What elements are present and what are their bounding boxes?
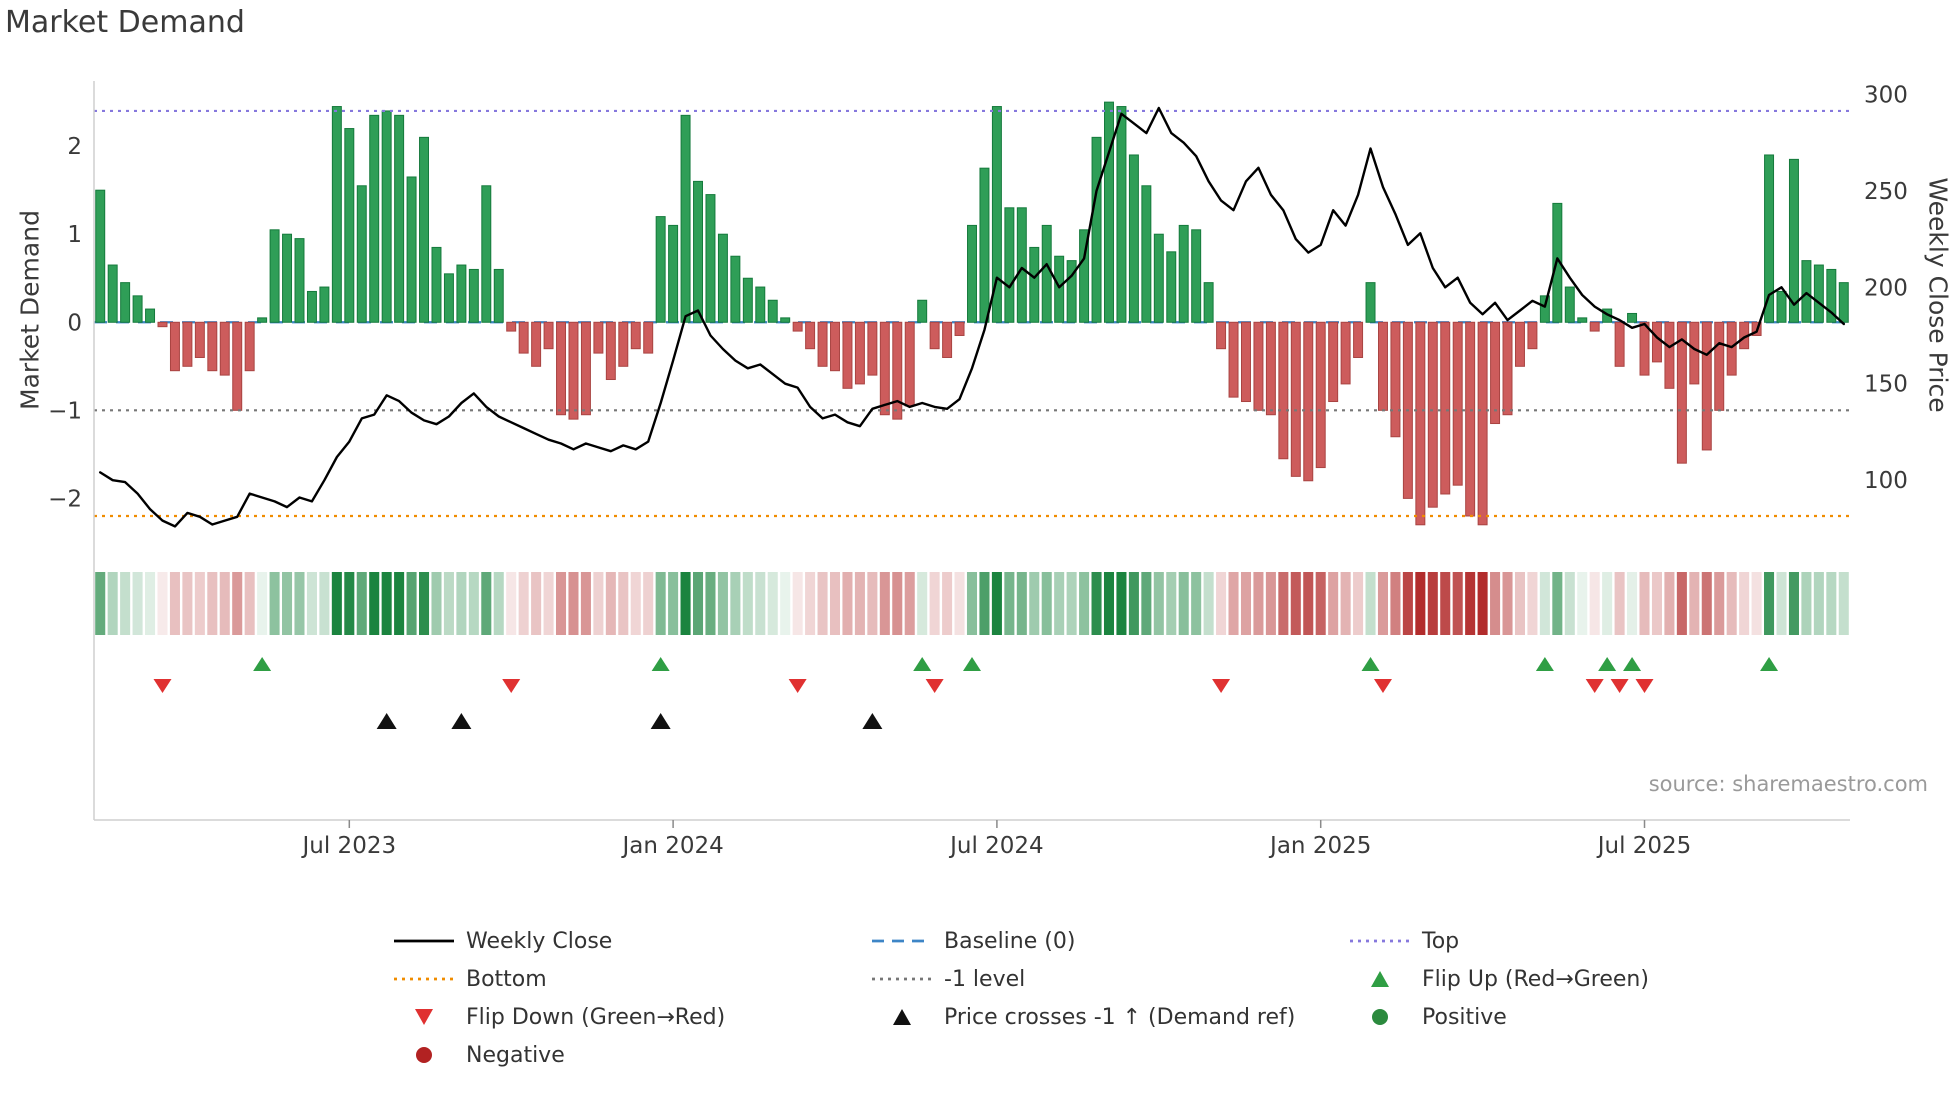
legend-item-negative: Negative [392, 1040, 870, 1070]
tri-up-green-icon [1371, 971, 1389, 987]
legend-item-baseline-0: Baseline (0) [870, 926, 1348, 956]
legend-item-top: Top [1348, 926, 1826, 956]
legend-label: Flip Down (Green→Red) [466, 1004, 726, 1030]
legend-item-bottom: Bottom [392, 964, 870, 994]
dot-darkred-icon [416, 1047, 432, 1063]
x-tick-label: Jul 2023 [301, 833, 397, 859]
right-tick-label: 100 [1864, 468, 1908, 494]
axes: Jul 2023 Jan 2024 Jul 2024 Jan 2025 Jul 2025… [48, 81, 1908, 859]
flip-up-markers [253, 657, 1779, 671]
legend-label: Price crosses -1 ↑ (Demand ref) [944, 1004, 1296, 1030]
legend-label: Bottom [466, 966, 547, 992]
tri-up-black-icon [893, 1009, 911, 1025]
tri-down-red-icon [415, 1009, 433, 1025]
legend-label: Baseline (0) [944, 928, 1076, 954]
chart-title: Market Demand [5, 5, 245, 40]
right-tick-label: 300 [1864, 82, 1908, 108]
legend-label: -1 level [944, 966, 1026, 992]
legend-column-3: Top Flip Up (Red→Green) Positive [1348, 926, 1826, 1078]
demand-bars [95, 101, 1849, 526]
x-tick-label: Jan 2025 [1268, 833, 1371, 859]
legend-label: Positive [1422, 1004, 1507, 1030]
price-cross-markers [376, 713, 883, 729]
market-demand-chart: Jul 2023 Jan 2024 Jul 2024 Jan 2025 Jul 2025… [48, 81, 1908, 859]
legend-column-1: Weekly Close Bottom Flip Down (Green→Red) N… [392, 926, 870, 1078]
flip-down-markers [153, 679, 1654, 693]
source-credit: source: sharemaestro.com [1648, 772, 1928, 796]
dot-green-icon [1372, 1009, 1388, 1025]
dashed-blue-icon [872, 939, 932, 943]
left-tick-label: −1 [48, 398, 82, 424]
right-tick-label: 200 [1864, 275, 1908, 301]
legend-column-2: Baseline (0) -1 level Price crosses -1 ↑ (… [870, 926, 1348, 1078]
chart-legend: Weekly Close Bottom Flip Down (Green→Red) N… [392, 926, 1826, 1078]
left-tick-label: −2 [48, 486, 82, 512]
legend-item-positive: Positive [1348, 1002, 1826, 1032]
legend-item-flip-up-red-green: Flip Up (Red→Green) [1348, 964, 1826, 994]
legend-item-weekly-close: Weekly Close [392, 926, 870, 956]
right-tick-label: 150 [1864, 372, 1908, 398]
x-tick-label: Jul 2024 [948, 833, 1044, 859]
legend-item-price-crosses-1-demand-ref: Price crosses -1 ↑ (Demand ref) [870, 1002, 1348, 1032]
legend-item-1-level: -1 level [870, 964, 1348, 994]
heatmap-strip [95, 572, 1849, 635]
legend-label: Weekly Close [466, 928, 613, 954]
x-tick-label: Jul 2025 [1596, 833, 1692, 859]
line-black-icon [394, 939, 454, 943]
legend-item-flip-down-green-red: Flip Down (Green→Red) [392, 1002, 870, 1032]
x-tick-label: Jan 2024 [620, 833, 723, 859]
left-tick-label: 2 [67, 134, 82, 160]
dotted-gray-icon [872, 977, 932, 981]
left-tick-label: 0 [67, 310, 82, 336]
dotted-purple-icon [1350, 939, 1410, 943]
left-tick-label: 1 [67, 222, 82, 248]
dotted-orange-icon [394, 977, 454, 981]
price-line [98, 106, 1846, 528]
legend-label: Flip Up (Red→Green) [1422, 966, 1649, 992]
legend-label: Negative [466, 1042, 565, 1068]
legend-label: Top [1422, 928, 1460, 954]
right-tick-label: 250 [1864, 179, 1908, 205]
